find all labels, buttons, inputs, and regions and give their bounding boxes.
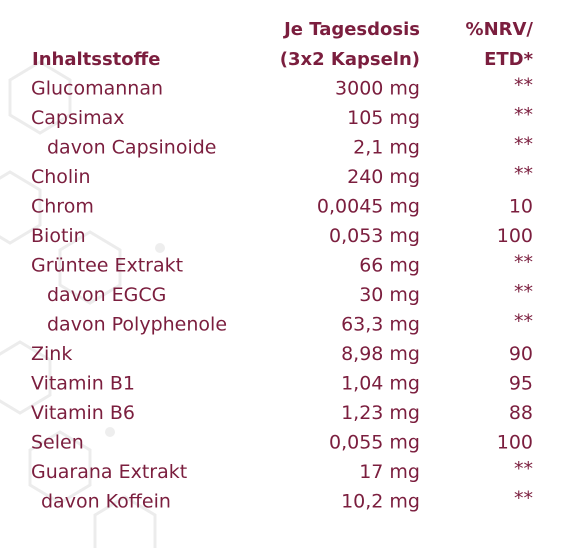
ingredient-name: Biotin: [31, 225, 86, 247]
nrv: **: [514, 488, 533, 510]
nrv-subheader: ETD*: [484, 49, 534, 70]
amount: 0,053 mg: [329, 225, 420, 247]
nrv: **: [514, 134, 533, 156]
ingredient-name: davon Polyphenole: [47, 314, 227, 336]
ingredient-name: Zink: [31, 343, 72, 365]
ingredient-name: Cholin: [31, 166, 91, 188]
amount: 66 mg: [359, 255, 420, 277]
ingredient-name: Selen: [31, 432, 84, 454]
nrv: 90: [509, 343, 533, 365]
ingredient-name: davon Capsinoide: [47, 137, 217, 159]
nrv-header: %NRV/: [466, 19, 534, 40]
nrv: 95: [509, 373, 533, 395]
nrv: **: [514, 458, 533, 480]
amount: 10,2 mg: [341, 491, 420, 513]
ingredient-name: Vitamin B1: [31, 373, 135, 395]
ingredient-header: Inhaltsstoffe: [32, 49, 160, 70]
amount: 63,3 mg: [341, 314, 420, 336]
nrv: 10: [509, 196, 533, 218]
amount: 1,04 mg: [341, 373, 420, 395]
ingredient-name: davon Koffein: [41, 491, 171, 513]
amount: 105 mg: [347, 107, 420, 129]
amount: 17 mg: [359, 461, 420, 483]
ingredient-name: davon EGCG: [47, 284, 166, 306]
nrv: 100: [497, 225, 533, 247]
nrv: **: [514, 104, 533, 126]
nrv: **: [514, 281, 533, 303]
background-pattern: [0, 60, 165, 548]
amount: 30 mg: [359, 284, 420, 306]
ingredient-name: Glucomannan: [31, 78, 163, 100]
amount-header: Je Tagesdosis: [282, 19, 420, 40]
amount: 1,23 mg: [341, 402, 420, 424]
amount: 0,0045 mg: [317, 196, 420, 218]
ingredient-name: Chrom: [31, 196, 94, 218]
ingredient-name: Capsimax: [31, 107, 125, 129]
ingredient-name: Vitamin B6: [31, 402, 135, 424]
nrv: **: [514, 311, 533, 333]
nrv: 100: [497, 432, 533, 454]
nrv: **: [514, 163, 533, 185]
amount: 8,98 mg: [341, 343, 420, 365]
amount: 240 mg: [347, 166, 420, 188]
amount-subheader: (3x2 Kapseln): [280, 49, 420, 70]
nrv: **: [514, 75, 533, 97]
amount: 2,1 mg: [353, 137, 420, 159]
ingredient-name: Grüntee Extrakt: [31, 255, 183, 277]
nrv: **: [514, 252, 533, 274]
ingredient-name: Guarana Extrakt: [31, 461, 187, 483]
nrv: 88: [509, 402, 533, 424]
amount: 3000 mg: [335, 78, 420, 100]
amount: 0,055 mg: [329, 432, 420, 454]
